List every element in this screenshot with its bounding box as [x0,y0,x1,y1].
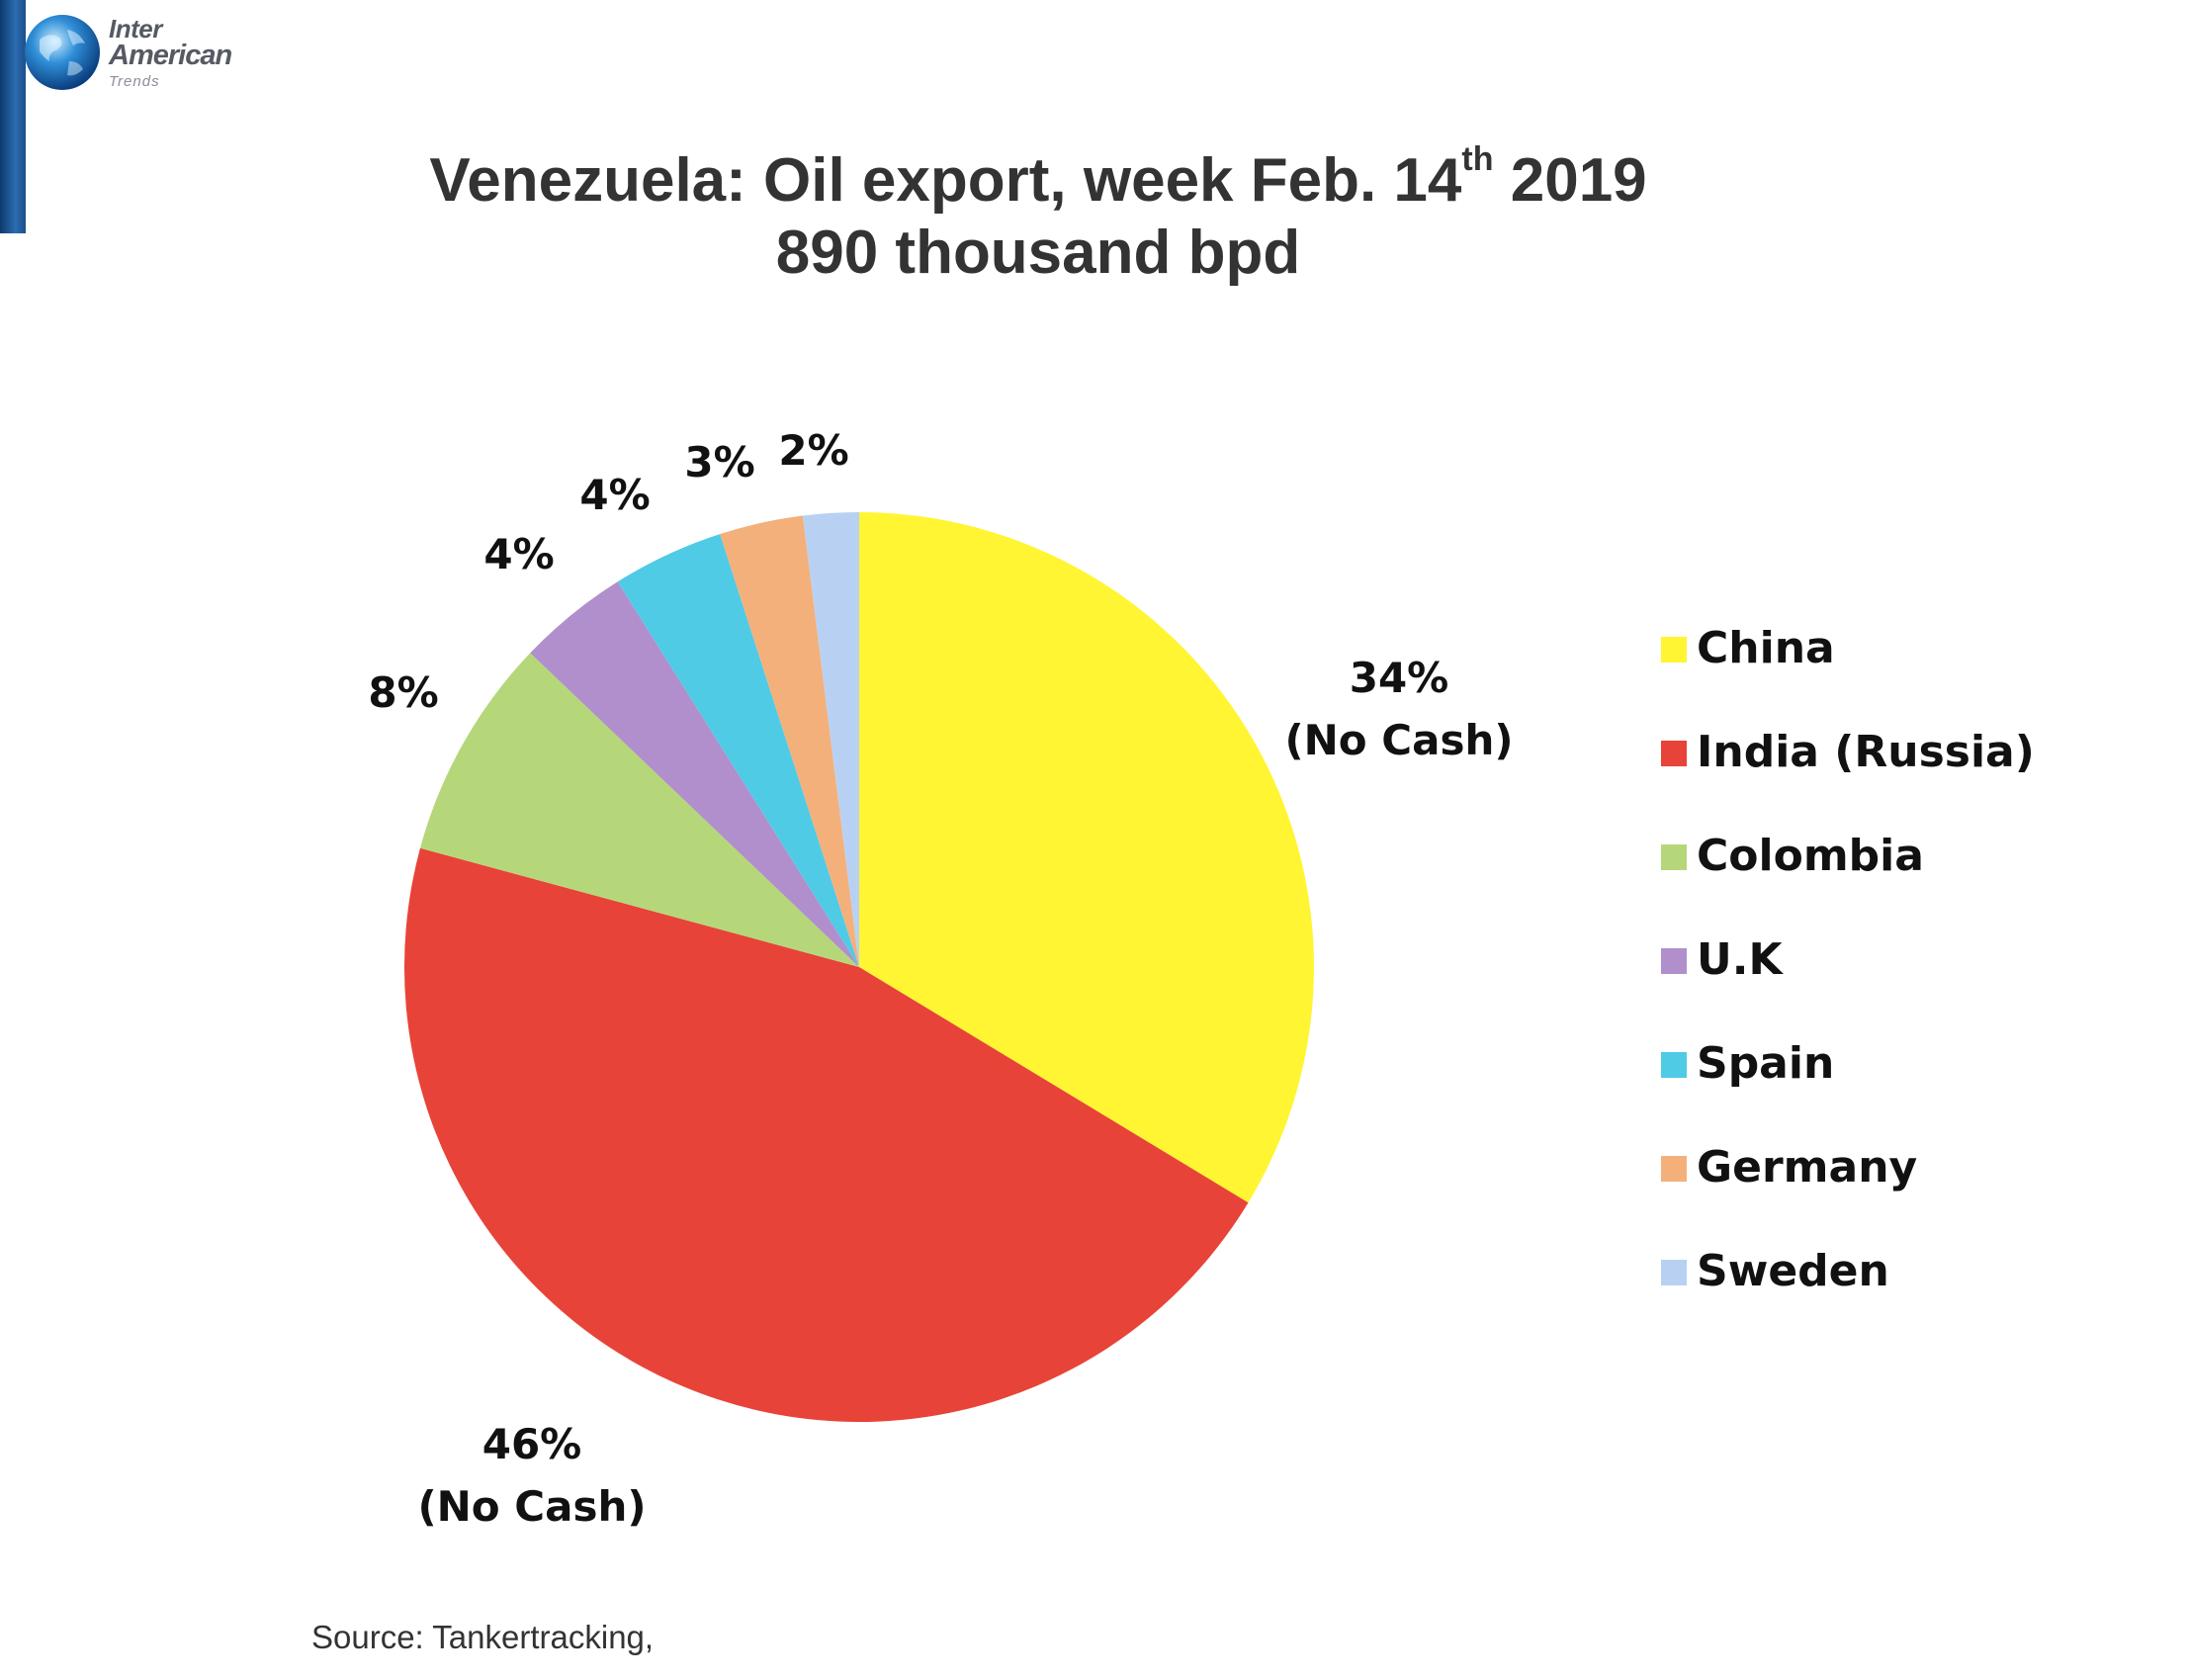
pie-slice-india-russia [403,847,1249,1423]
legend-label-india-russia: India (Russia) [1697,727,2035,777]
pie-slice-sweden [802,512,859,967]
legend-label-spain: Spain [1697,1038,1835,1089]
legend-swatch-china [1661,637,1687,663]
pie-slice-germany [720,515,859,967]
data-label-germany: 3% [684,438,754,486]
data-label-note-india-russia: (No Cash) [417,1482,646,1531]
pie-slice-u-k [530,581,859,967]
chart-subtitle: 890 thousand bpd [775,219,1301,287]
legend-label-u-k: U.K [1697,934,1783,985]
logo-text-inter: Inter [109,14,162,44]
chart-title-year: 2019 [1493,146,1647,215]
pie-slice-colombia [419,653,859,967]
inter-american-trends-logo: Inter American Trends [22,12,249,101]
legend-label-china: China [1697,623,1835,673]
legend-swatch-spain [1661,1052,1687,1078]
chart-title-text: Venezuela: Oil export, week Feb. 14 [429,146,1462,215]
legend-swatch-germany [1661,1156,1687,1182]
logo-text-american: American [109,40,232,71]
data-label-u-k: 4% [483,530,554,578]
globe-icon [25,15,100,90]
legend-label-colombia: Colombia [1697,831,1924,881]
legend-swatch-u-k [1661,948,1687,974]
data-label-note-china: (No Cash) [1284,716,1513,764]
pie-slice-china [859,512,1315,1203]
data-label-china: 34% [1350,654,1449,702]
logo-text-trends: Trends [109,73,160,90]
legend-swatch-india-russia [1661,741,1687,766]
legend-swatch-sweden [1661,1260,1687,1285]
left-accent-bar [0,0,26,233]
data-label-spain: 4% [579,471,650,519]
chart-title-superscript: th [1461,140,1494,178]
chart-title: Venezuela: Oil export, week Feb. 14th 20… [0,140,2076,217]
source-note: Source: Tankertracking, [311,1619,655,1655]
data-label-india-russia: 46% [482,1420,582,1468]
legend-label-sweden: Sweden [1697,1246,1889,1296]
data-label-sweden: 2% [778,426,848,475]
legend-swatch-colombia [1661,844,1687,870]
pie-slice-spain [617,534,859,967]
legend-label-germany: Germany [1697,1142,1918,1193]
data-label-colombia: 8% [368,668,438,717]
